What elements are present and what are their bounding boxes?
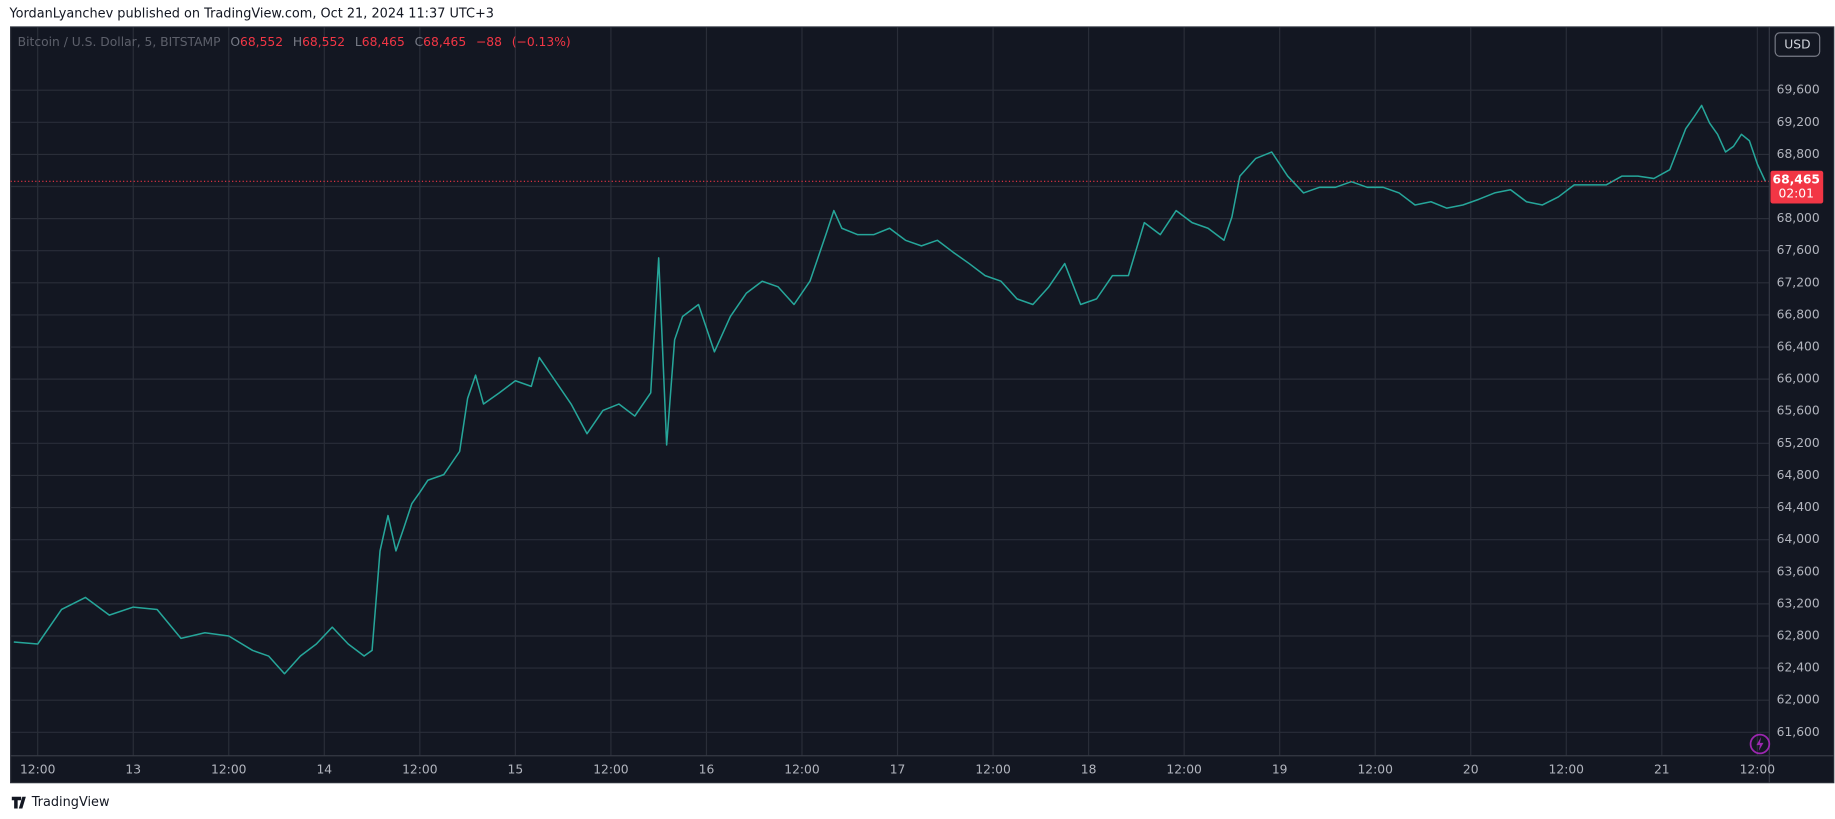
change-pct: (−0.13%) xyxy=(512,35,571,49)
lightning-icon[interactable] xyxy=(1749,733,1771,755)
x-tick-label: 18 xyxy=(1081,762,1097,776)
x-tick-label: 12:00 xyxy=(975,762,1010,776)
countdown: 02:01 xyxy=(1779,187,1814,201)
x-tick-label: 12:00 xyxy=(784,762,819,776)
y-tick-label: 62,800 xyxy=(1777,628,1820,642)
ohlc-value: 68,465 xyxy=(423,35,466,49)
y-tick-label: 61,600 xyxy=(1777,725,1820,739)
x-tick-label: 20 xyxy=(1463,762,1479,776)
y-tick-label: 64,800 xyxy=(1777,468,1820,482)
brand-logo xyxy=(11,796,26,809)
y-tick-label: 63,200 xyxy=(1777,596,1820,610)
ohlc-key: L xyxy=(355,35,362,49)
y-tick-label: 62,000 xyxy=(1777,693,1820,707)
x-tick-label: 14 xyxy=(316,762,332,776)
y-tick-label: 66,000 xyxy=(1777,372,1820,386)
y-tick-label: 66,800 xyxy=(1777,307,1820,321)
ohlc-key: C xyxy=(415,35,424,49)
x-tick-label: 13 xyxy=(125,762,141,776)
x-tick-label: 16 xyxy=(699,762,715,776)
x-tick-label: 12:00 xyxy=(402,762,437,776)
x-tick-label: 21 xyxy=(1654,762,1670,776)
byline: YordanLyanchev published on TradingView.… xyxy=(8,7,494,22)
x-tick-label: 12:00 xyxy=(1357,762,1392,776)
currency-label[interactable]: USD xyxy=(1784,38,1810,52)
y-tick-label: 62,400 xyxy=(1777,661,1820,675)
brand: TradingView xyxy=(31,795,110,810)
y-tick-label: 64,400 xyxy=(1777,500,1820,514)
y-tick-label: 65,200 xyxy=(1777,436,1820,450)
y-tick-label: 65,600 xyxy=(1777,404,1820,418)
change: −88 xyxy=(476,35,502,49)
x-tick-label: 12:00 xyxy=(1166,762,1201,776)
currency-button[interactable] xyxy=(1774,32,1821,57)
legend: Bitcoin / U.S. Dollar, 5, BITSTAMP O68,5… xyxy=(18,35,571,49)
x-tick-label: 17 xyxy=(890,762,906,776)
x-tick-label: 12:00 xyxy=(20,762,55,776)
y-tick-label: 67,600 xyxy=(1777,243,1820,257)
ohlc-value: 68,465 xyxy=(362,35,405,49)
x-tick-label: 12:00 xyxy=(211,762,246,776)
last-price-box xyxy=(1770,170,1824,204)
y-tick-label: 68,800 xyxy=(1777,147,1820,161)
x-tick-label: 12:00 xyxy=(593,762,628,776)
x-tick-label: 15 xyxy=(508,762,524,776)
chart-panel xyxy=(10,26,1835,784)
y-tick-label: 64,000 xyxy=(1777,532,1820,546)
last-price-label: 68,465 xyxy=(1773,173,1820,187)
x-tick-label: 19 xyxy=(1272,762,1288,776)
x-tick-label: 12:00 xyxy=(1549,762,1584,776)
ohlc-value: 68,552 xyxy=(302,35,345,49)
y-tick-label: 68,000 xyxy=(1777,211,1820,225)
y-tick-label: 69,600 xyxy=(1777,83,1820,97)
y-tick-label: 63,600 xyxy=(1777,564,1820,578)
y-tick-label: 66,400 xyxy=(1777,340,1820,354)
price-line xyxy=(13,104,1767,675)
x-tick-label: 12:00 xyxy=(1740,762,1775,776)
y-tick-label: 69,200 xyxy=(1777,115,1820,129)
y-tick-label: 67,200 xyxy=(1777,275,1820,289)
lightning-bolt xyxy=(1756,736,1764,752)
ohlc-key: O xyxy=(230,35,240,49)
symbol-title: Bitcoin / U.S. Dollar, 5, BITSTAMP xyxy=(18,35,221,49)
ohlc-value: 68,552 xyxy=(240,35,283,49)
ohlc-key: H xyxy=(293,35,302,49)
